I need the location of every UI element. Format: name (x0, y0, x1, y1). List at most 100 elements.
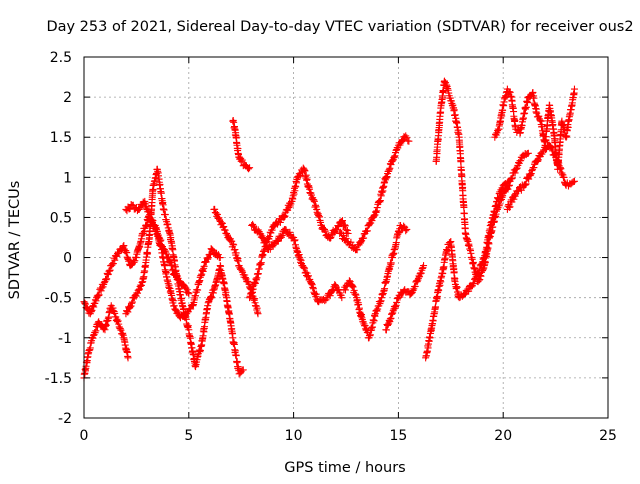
data-point (521, 181, 529, 189)
data-point (165, 258, 173, 266)
y-tick-label: 0.5 (50, 210, 72, 226)
data-point (137, 281, 145, 289)
data-point (530, 164, 538, 172)
data-point (393, 298, 401, 306)
data-point (511, 169, 519, 177)
data-point (212, 209, 220, 217)
data-point (95, 291, 103, 299)
y-tick-label: 0 (63, 251, 72, 267)
data-point (87, 308, 95, 316)
axis-ticks: -2 -1.5 -1 -0.5 0 0.5 1 1.5 2 2.5 0 5 10 15 20 25 (45, 50, 617, 444)
data-point (476, 275, 484, 283)
data-point (266, 245, 274, 253)
x-tick-label: 15 (389, 428, 407, 444)
data-point (207, 292, 215, 300)
y-tick-label: 2.5 (50, 50, 72, 66)
data-point (130, 258, 138, 266)
data-points (80, 77, 578, 382)
data-point (376, 298, 384, 306)
data-point (517, 157, 525, 165)
data-point (309, 283, 317, 291)
grid (84, 57, 608, 418)
y-axis-label: SDTVAR / TECUs (7, 181, 23, 300)
data-point (392, 301, 400, 309)
data-point (280, 213, 288, 221)
data-point (505, 181, 513, 189)
data-point (498, 193, 506, 201)
data-point (391, 152, 399, 160)
data-point (493, 205, 501, 213)
data-point (216, 254, 224, 262)
data-point (106, 266, 114, 274)
data-point (533, 156, 541, 164)
data-point (384, 320, 392, 328)
data-point (111, 309, 119, 317)
data-point (386, 164, 394, 172)
y-tick-label: 1.5 (50, 130, 72, 146)
data-point (348, 281, 356, 289)
y-tick-label: -2 (58, 411, 72, 427)
data-point (408, 288, 416, 296)
data-point (351, 290, 359, 298)
data-point (365, 220, 373, 228)
data-point (342, 226, 350, 234)
data-point (551, 150, 559, 158)
data-point (475, 276, 483, 284)
data-point (117, 326, 125, 334)
data-point (344, 229, 352, 237)
y-tick-label: -1 (58, 331, 72, 347)
data-point (246, 164, 254, 172)
data-point (372, 208, 380, 216)
data-point (128, 298, 136, 306)
data-point (341, 222, 349, 230)
data-point (161, 247, 169, 255)
data-point (81, 300, 89, 308)
data-point (400, 222, 408, 230)
data-point (254, 226, 262, 234)
x-axis-label: GPS time / hours (284, 460, 405, 476)
data-point (300, 264, 308, 272)
data-point (548, 145, 556, 153)
data-point (492, 130, 500, 138)
chart-title: Day 253 of 2021, Sidereal Day-to-day VTE… (46, 19, 633, 35)
data-point (169, 265, 177, 273)
data-point (131, 257, 139, 265)
data-point (420, 262, 428, 270)
data-point (302, 268, 310, 276)
data-point (388, 310, 396, 318)
data-point (382, 326, 390, 334)
data-point (504, 185, 512, 193)
data-point (510, 195, 518, 203)
data-point (81, 299, 89, 307)
data-point (409, 286, 417, 294)
data-point (151, 222, 159, 230)
data-point (339, 217, 347, 225)
data-point (277, 232, 285, 240)
y-tick-label: 1 (63, 170, 72, 186)
data-point (261, 237, 269, 245)
data-point (416, 270, 424, 278)
data-point (98, 284, 106, 292)
data-point (341, 221, 349, 229)
data-point (387, 314, 395, 322)
data-point (372, 306, 380, 314)
data-point (525, 175, 533, 183)
data-point (221, 226, 229, 234)
data-point (353, 246, 361, 254)
data-point (278, 231, 286, 239)
data-point (162, 250, 170, 258)
data-point (385, 167, 393, 175)
data-point (138, 278, 146, 286)
x-tick-label: 10 (285, 428, 303, 444)
data-point (382, 174, 390, 182)
data-point (124, 354, 132, 362)
data-point (547, 144, 555, 152)
data-point (92, 297, 100, 305)
data-point (139, 229, 147, 237)
data-point (402, 227, 410, 235)
data-point (465, 287, 473, 295)
data-point (321, 226, 329, 234)
data-point (312, 201, 320, 209)
data-point (496, 200, 504, 208)
